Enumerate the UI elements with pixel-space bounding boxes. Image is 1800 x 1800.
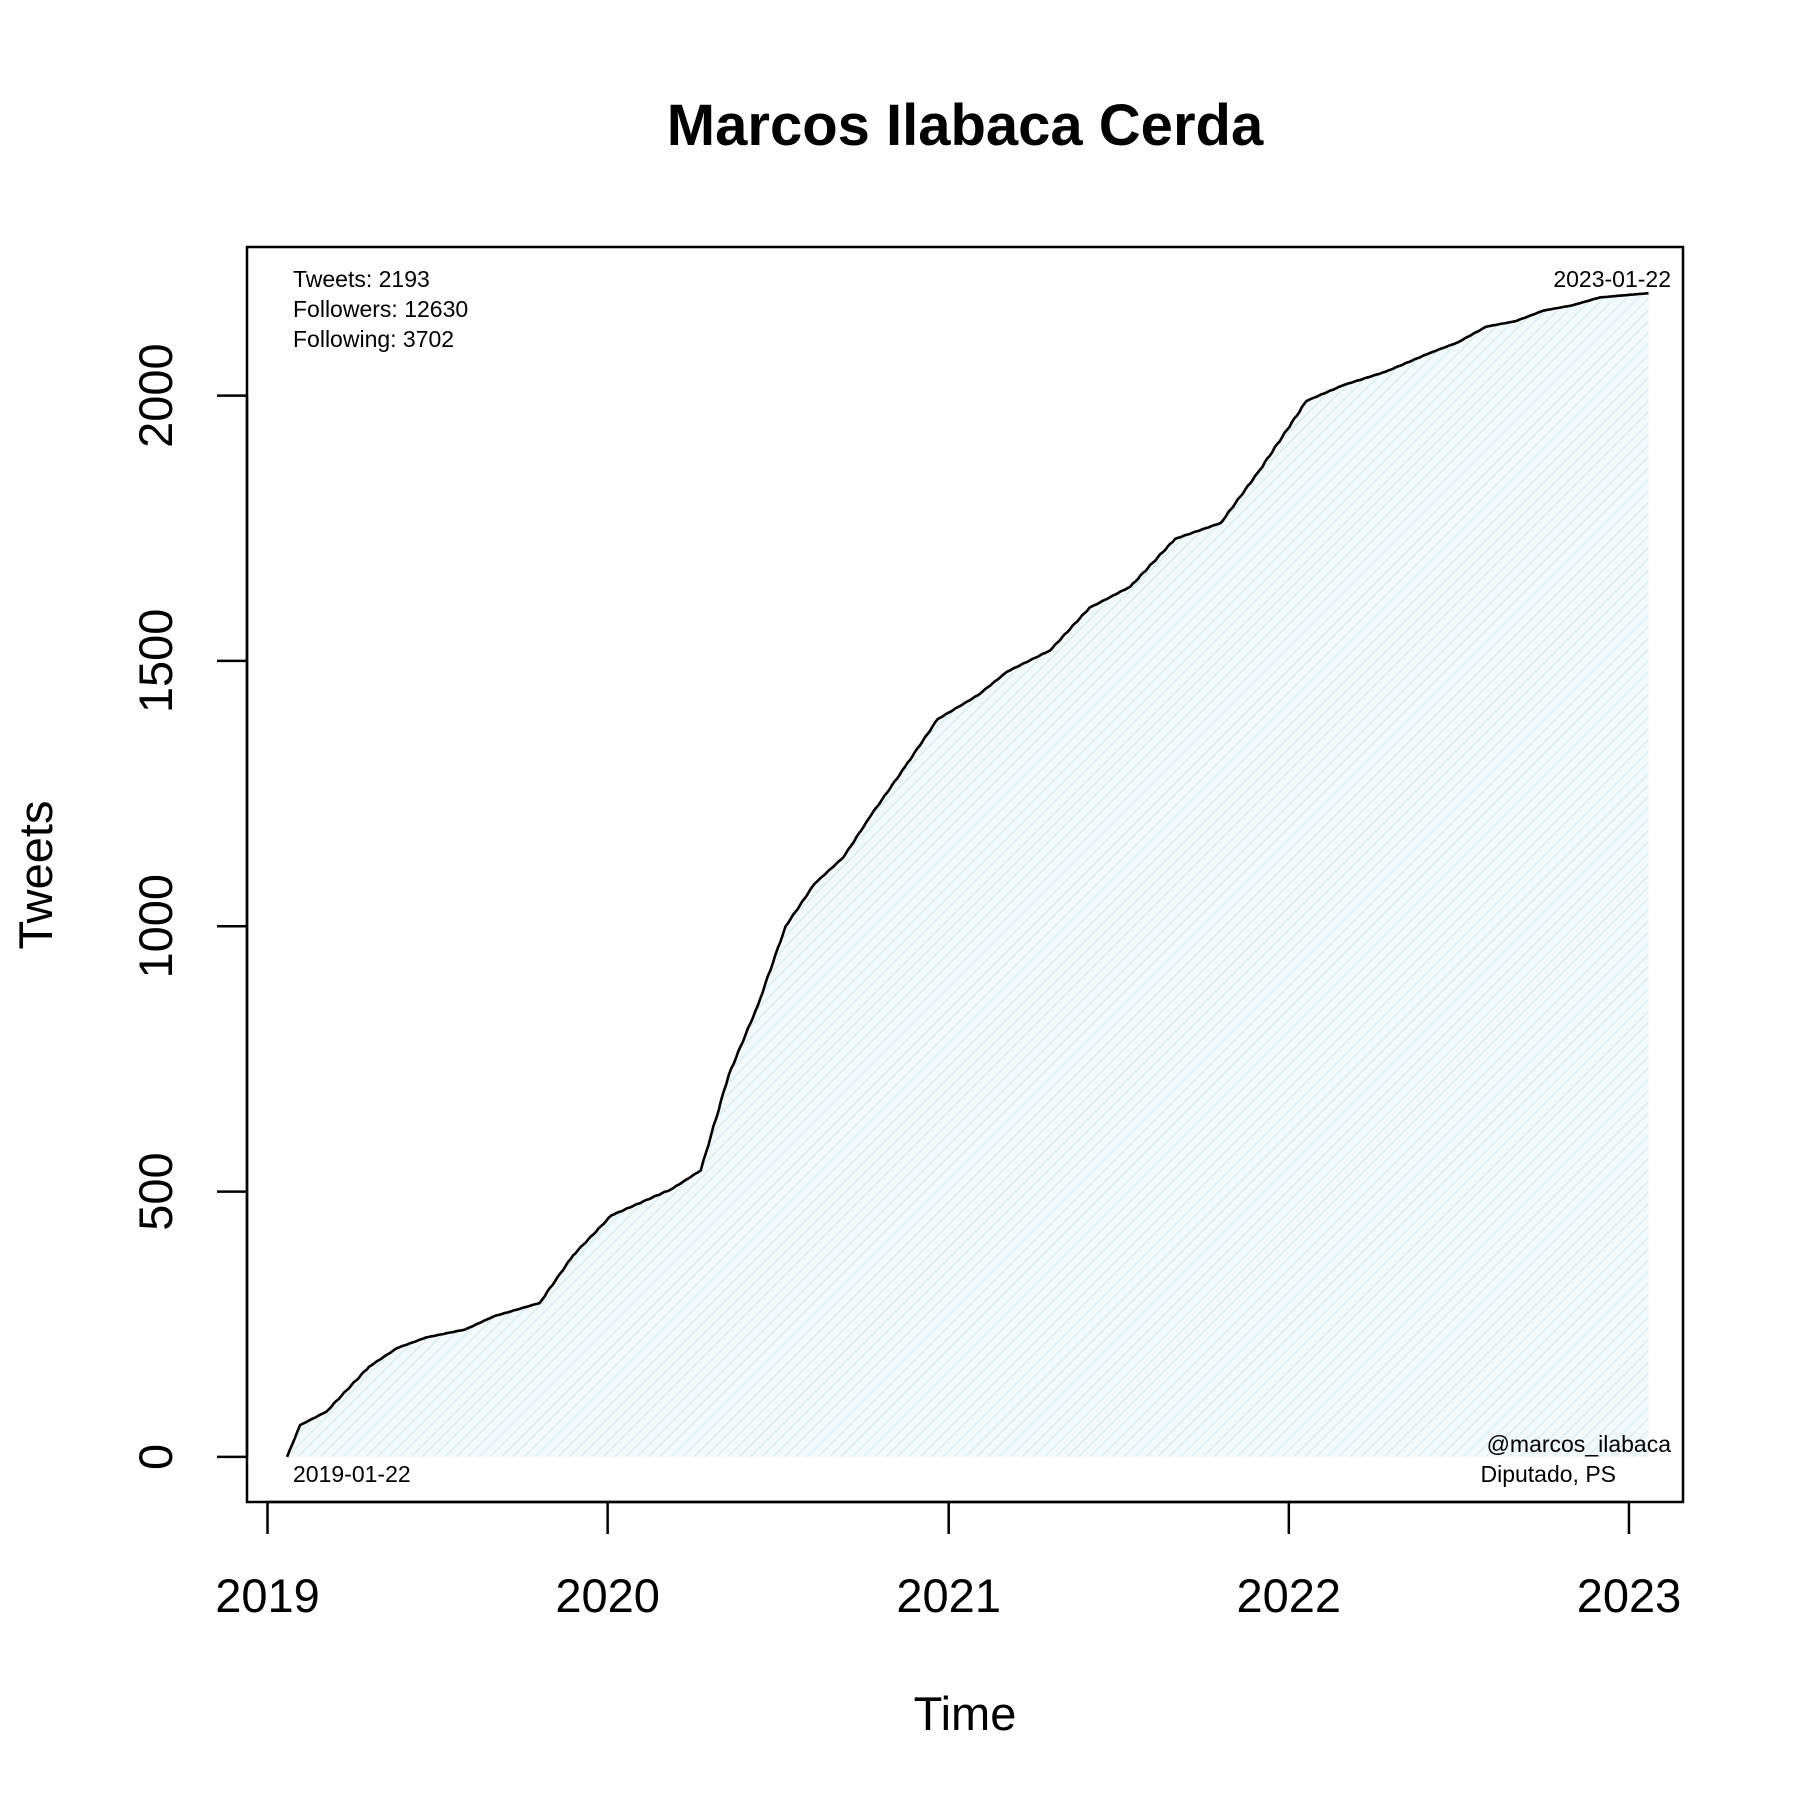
x-tick-label: 2023 [1577,1569,1682,1622]
y-axis: 0 500 1000 1500 2000 [129,343,249,1470]
chart-title: Marcos Ilabaca Cerda [667,93,1264,158]
start-date-label: 2019-01-22 [293,1461,411,1487]
y-axis-label: Tweets [9,801,62,950]
role-label: Diputado, PS [1480,1461,1616,1487]
y-tick-label: 0 [129,1444,182,1470]
end-date-label: 2023-01-22 [1553,266,1671,292]
y-tick-label: 2000 [129,343,182,448]
x-tick-label: 2020 [555,1569,660,1622]
stat-following: Following: 3702 [293,326,454,352]
cumulative-tweets-line [285,291,1649,1458]
y-tick-label: 500 [129,1152,182,1230]
handle-label: @marcos_ilabaca [1487,1431,1672,1457]
x-tick-label: 2019 [215,1569,320,1622]
cumulative-area-fill [287,293,1649,1457]
y-tick-label: 1000 [129,874,182,979]
x-tick-label: 2022 [1237,1569,1342,1622]
x-tick-label: 2021 [896,1569,1001,1622]
stat-tweets: Tweets: 2193 [293,266,430,292]
x-axis: 2019 2020 2021 2022 2023 [215,1500,1682,1622]
stat-followers: Followers: 12630 [293,296,468,322]
y-tick-label: 1500 [129,609,182,714]
x-axis-label: Time [914,1687,1017,1740]
